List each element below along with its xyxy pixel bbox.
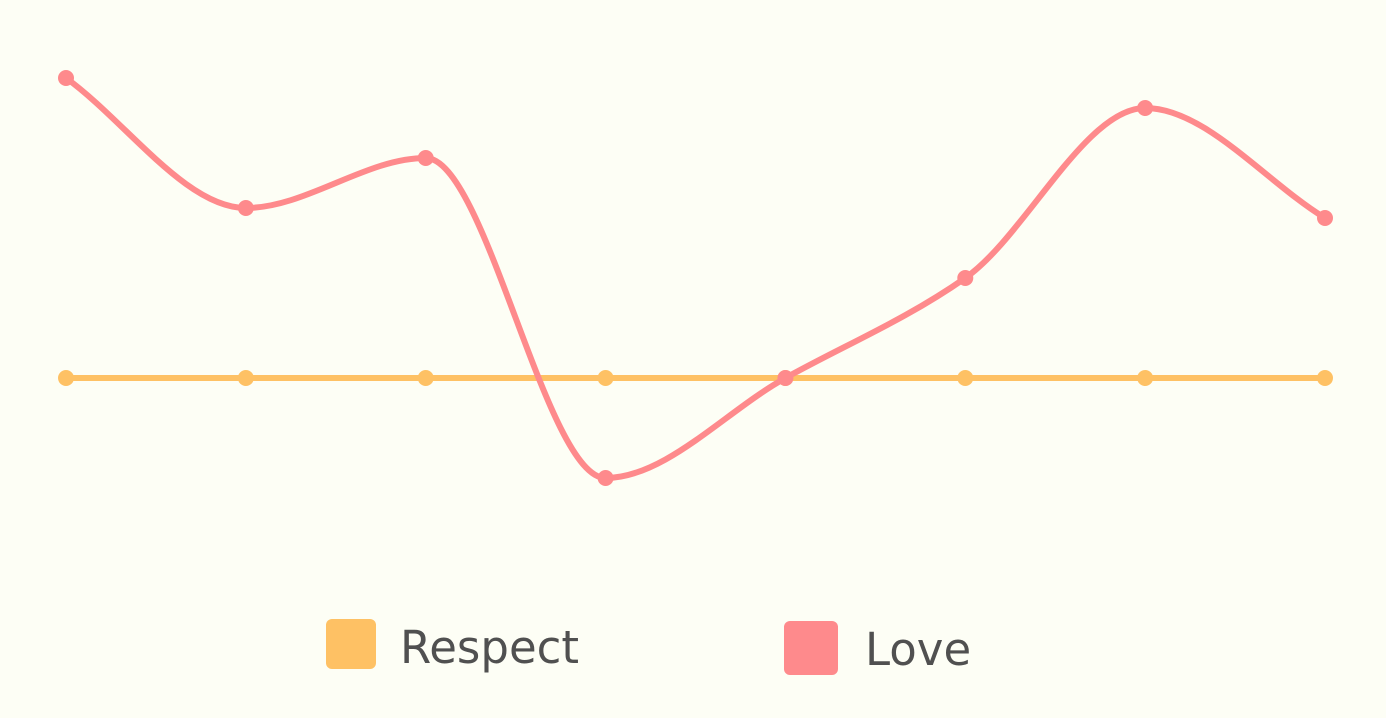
data-point-respect-7[interactable] bbox=[1137, 370, 1154, 386]
data-point-respect-4[interactable] bbox=[597, 370, 614, 386]
legend-swatch-love bbox=[784, 621, 838, 675]
data-point-love-3[interactable] bbox=[417, 150, 434, 166]
data-point-respect-3[interactable] bbox=[417, 370, 434, 386]
data-point-love-6[interactable] bbox=[957, 270, 974, 286]
series-line-love bbox=[63, 75, 1328, 481]
data-point-respect-8[interactable] bbox=[1317, 370, 1333, 386]
data-point-respect-6[interactable] bbox=[957, 370, 974, 386]
legend-item-respect[interactable]: Respect bbox=[326, 619, 579, 674]
legend-swatch-respect bbox=[326, 619, 376, 669]
data-point-respect-2[interactable] bbox=[237, 370, 254, 386]
legend: Respect Love bbox=[326, 619, 971, 676]
series-lines bbox=[63, 75, 1328, 481]
data-point-respect-1[interactable] bbox=[58, 370, 74, 386]
data-point-love-2[interactable] bbox=[237, 200, 254, 216]
data-point-love-8[interactable] bbox=[1317, 210, 1333, 226]
data-point-love-5[interactable] bbox=[777, 370, 794, 386]
data-point-love-1[interactable] bbox=[58, 70, 74, 86]
data-point-love-4[interactable] bbox=[597, 470, 614, 486]
data-point-love-7[interactable] bbox=[1137, 100, 1154, 116]
legend-label-respect: Respect bbox=[400, 621, 579, 674]
legend-item-love[interactable]: Love bbox=[784, 621, 971, 676]
legend-label-love: Love bbox=[865, 623, 971, 676]
series-points bbox=[58, 70, 1333, 486]
